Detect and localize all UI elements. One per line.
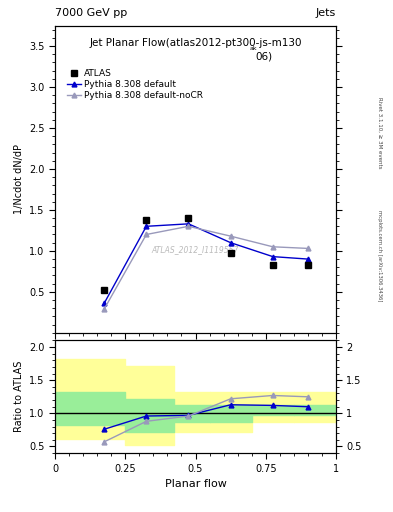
Pythia 8.308 default <box>186 221 191 227</box>
Line: ATLAS: ATLAS <box>101 215 311 293</box>
Pythia 8.308 default-noCR <box>144 231 149 238</box>
Line: Pythia 8.308 default: Pythia 8.308 default <box>102 221 310 306</box>
Text: mcplots.cern.ch [arXiv:1306.3436]: mcplots.cern.ch [arXiv:1306.3436] <box>377 210 382 302</box>
Pythia 8.308 default-noCR <box>102 306 107 312</box>
Y-axis label: Ratio to ATLAS: Ratio to ATLAS <box>14 361 24 433</box>
Text: 06): 06) <box>255 52 272 62</box>
ATLAS <box>144 217 149 223</box>
ATLAS <box>102 287 107 293</box>
X-axis label: Planar flow: Planar flow <box>165 479 226 489</box>
ATLAS <box>228 250 233 257</box>
ATLAS <box>186 215 191 221</box>
Legend: ATLAS, Pythia 8.308 default, Pythia 8.308 default-noCR: ATLAS, Pythia 8.308 default, Pythia 8.30… <box>65 67 205 102</box>
Text: 7000 GeV pp: 7000 GeV pp <box>55 8 127 18</box>
Pythia 8.308 default <box>228 240 233 246</box>
Pythia 8.308 default-noCR <box>228 233 233 239</box>
Pythia 8.308 default <box>102 300 107 306</box>
ATLAS <box>306 262 310 268</box>
Text: Rivet 3.1.10, ≥ 3M events: Rivet 3.1.10, ≥ 3M events <box>377 97 382 169</box>
Pythia 8.308 default-noCR <box>270 244 275 250</box>
Pythia 8.308 default <box>306 256 310 262</box>
ATLAS <box>270 262 275 268</box>
Text: Jets: Jets <box>316 8 336 18</box>
Pythia 8.308 default-noCR <box>306 245 310 251</box>
Pythia 8.308 default <box>270 253 275 260</box>
Y-axis label: 1/Ncdot dN/dP: 1/Ncdot dN/dP <box>13 144 24 214</box>
Pythia 8.308 default <box>144 223 149 229</box>
Line: Pythia 8.308 default-noCR: Pythia 8.308 default-noCR <box>102 224 310 311</box>
Text: ak: ak <box>250 47 258 52</box>
Text: Jet Planar Flow(atlas2012-pt300-js-m130: Jet Planar Flow(atlas2012-pt300-js-m130 <box>89 38 302 48</box>
Pythia 8.308 default-noCR <box>186 223 191 229</box>
Text: ATLAS_2012_I1119557: ATLAS_2012_I1119557 <box>152 245 239 254</box>
